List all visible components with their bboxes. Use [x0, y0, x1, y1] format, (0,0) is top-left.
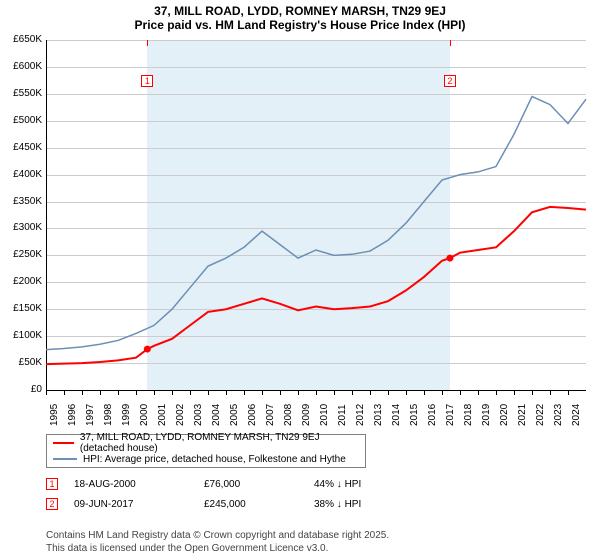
legend-swatch: [53, 442, 74, 444]
sale-row: 1 18-AUG-2000£76,00044% ↓ HPI: [46, 478, 361, 490]
x-tick-label: 2008: [283, 404, 294, 426]
x-tick-label: 2010: [319, 404, 330, 426]
x-tick-label: 2009: [301, 404, 312, 426]
footer-line-2: This data is licensed under the Open Gov…: [46, 543, 328, 554]
sale-marker-tick: [147, 40, 148, 46]
sale-date: 09-JUN-2017: [74, 499, 204, 510]
x-tick-label: 2018: [463, 404, 474, 426]
x-tick-label: 2024: [571, 404, 582, 426]
x-tick-label: 2019: [481, 404, 492, 426]
sale-marker-label: 1: [141, 75, 153, 87]
x-tick-label: 2016: [427, 404, 438, 426]
x-tick-label: 2022: [535, 404, 546, 426]
x-tick-label: 2000: [139, 404, 150, 426]
x-tick-label: 2007: [265, 404, 276, 426]
x-tick-label: 2006: [247, 404, 258, 426]
sale-dot: [144, 346, 151, 353]
sale-marker-label: 2: [444, 75, 456, 87]
sale-dot: [446, 255, 453, 262]
x-tick-label: 2002: [175, 404, 186, 426]
x-tick-label: 1995: [49, 404, 60, 426]
price-chart: £0£50K£100K£150K£200K£250K£300K£350K£400…: [0, 0, 600, 434]
sale-row-marker: 1: [46, 478, 58, 490]
x-tick-label: 1999: [121, 404, 132, 426]
x-tick-label: 2014: [391, 404, 402, 426]
x-tick-label: 1996: [67, 404, 78, 426]
legend-label: 37, MILL ROAD, LYDD, ROMNEY MARSH, TN29 …: [80, 432, 359, 454]
x-tick-label: 2001: [157, 404, 168, 426]
x-tick-label: 2023: [553, 404, 564, 426]
sale-row: 2 09-JUN-2017£245,00038% ↓ HPI: [46, 498, 361, 510]
x-tick-label: 2011: [337, 404, 348, 426]
line-layer: [0, 0, 600, 400]
legend-item: HPI: Average price, detached house, Folk…: [47, 451, 365, 467]
x-tick-label: 1997: [85, 404, 96, 426]
x-tick-label: 2015: [409, 404, 420, 426]
series-property_price: [46, 207, 586, 364]
sale-delta: 44% ↓ HPI: [314, 479, 361, 490]
footer-line-1: Contains HM Land Registry data © Crown c…: [46, 530, 389, 541]
sale-row-marker: 2: [46, 498, 58, 510]
series-hpi: [46, 97, 586, 350]
x-tick-label: 2004: [211, 404, 222, 426]
x-tick-label: 2005: [229, 404, 240, 426]
legend-swatch: [53, 458, 77, 460]
sale-delta: 38% ↓ HPI: [314, 499, 361, 510]
x-tick-label: 2012: [355, 404, 366, 426]
x-tick-label: 1998: [103, 404, 114, 426]
x-tick-label: 2003: [193, 404, 204, 426]
x-tick-label: 2013: [373, 404, 384, 426]
legend: 37, MILL ROAD, LYDD, ROMNEY MARSH, TN29 …: [46, 434, 366, 468]
sale-price: £245,000: [204, 499, 314, 510]
sale-date: 18-AUG-2000: [74, 479, 204, 490]
x-tick-label: 2017: [445, 404, 456, 426]
sale-price: £76,000: [204, 479, 314, 490]
sale-marker-tick: [450, 40, 451, 46]
x-tick-label: 2021: [517, 404, 528, 426]
legend-item: 37, MILL ROAD, LYDD, ROMNEY MARSH, TN29 …: [47, 435, 365, 451]
x-tick-label: 2020: [499, 404, 510, 426]
legend-label: HPI: Average price, detached house, Folk…: [83, 454, 346, 465]
